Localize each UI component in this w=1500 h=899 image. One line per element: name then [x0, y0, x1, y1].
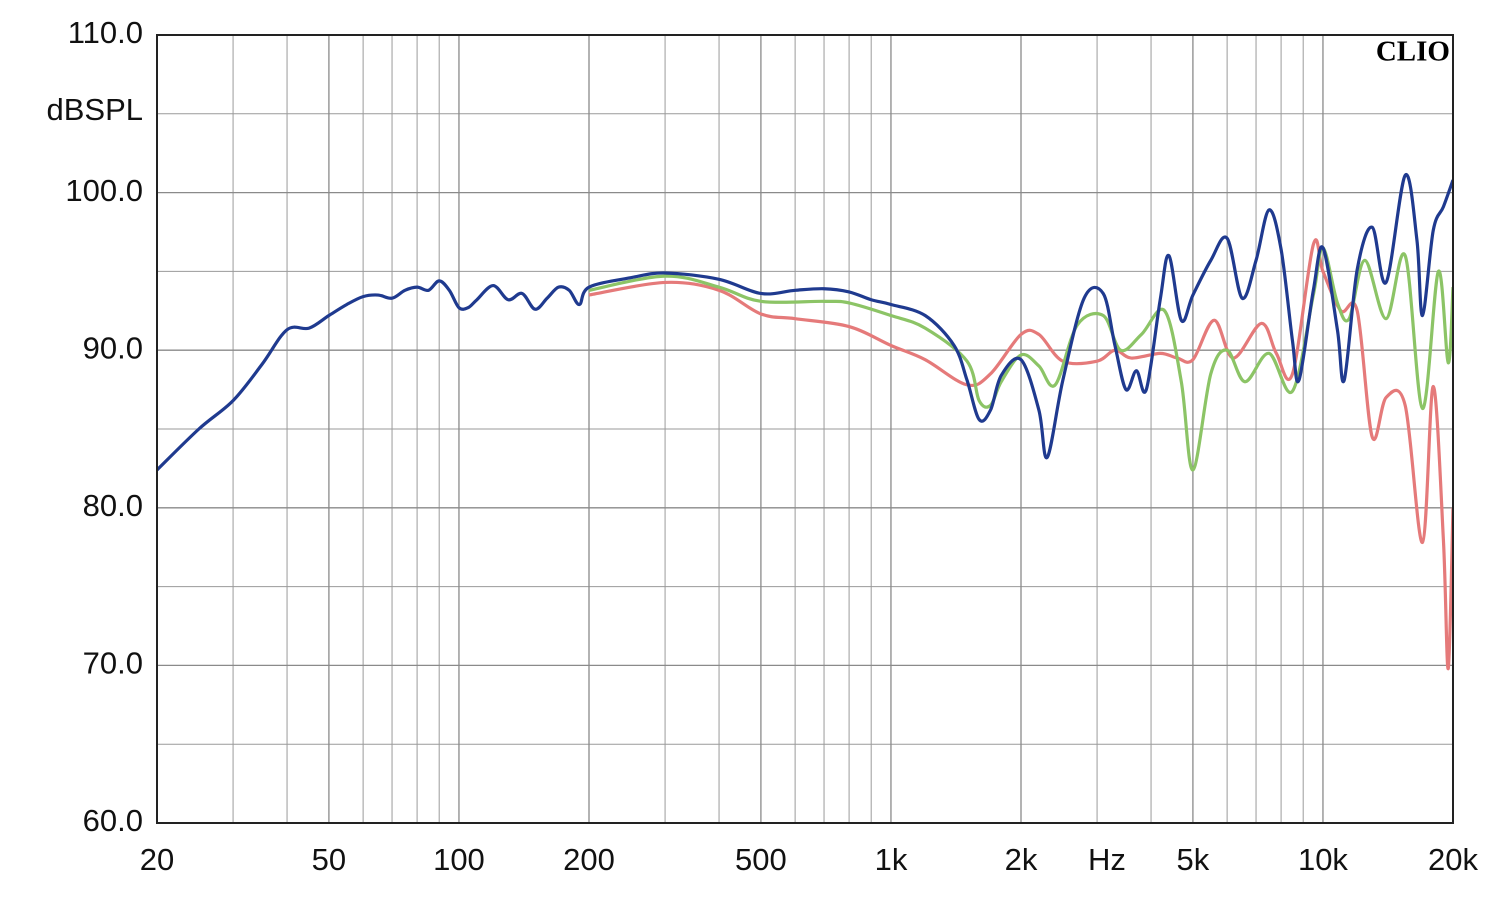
x-tick-label: 500 [735, 842, 787, 877]
x-tick-label: 10k [1298, 842, 1348, 877]
x-axis-label: Hz [1088, 842, 1126, 877]
y-tick-label: 100.0 [65, 173, 143, 208]
y-tick-label: 60.0 [83, 803, 143, 838]
y-tick-label: 80.0 [83, 488, 143, 523]
x-tick-label: 20k [1428, 842, 1478, 877]
x-tick-label: 5k [1177, 842, 1210, 877]
x-tick-label: 2k [1005, 842, 1038, 877]
annotation: CLIO [1376, 36, 1450, 68]
y-tick-label: 90.0 [83, 330, 143, 365]
line-series [588, 246, 1453, 472]
x-tick-label: 200 [563, 842, 615, 877]
plot-frame [156, 34, 1454, 824]
x-tick-label: 100 [433, 842, 485, 877]
x-tick-label: 50 [312, 842, 346, 877]
y-tick-label: 70.0 [83, 646, 143, 681]
y-tick-label: 110.0 [68, 15, 143, 50]
y-axis-label: dBSPL [46, 92, 143, 127]
x-tick-label: 20 [140, 842, 174, 877]
line-series [588, 238, 1453, 671]
x-tick-label: 1k [875, 842, 908, 877]
line-series [157, 173, 1453, 472]
